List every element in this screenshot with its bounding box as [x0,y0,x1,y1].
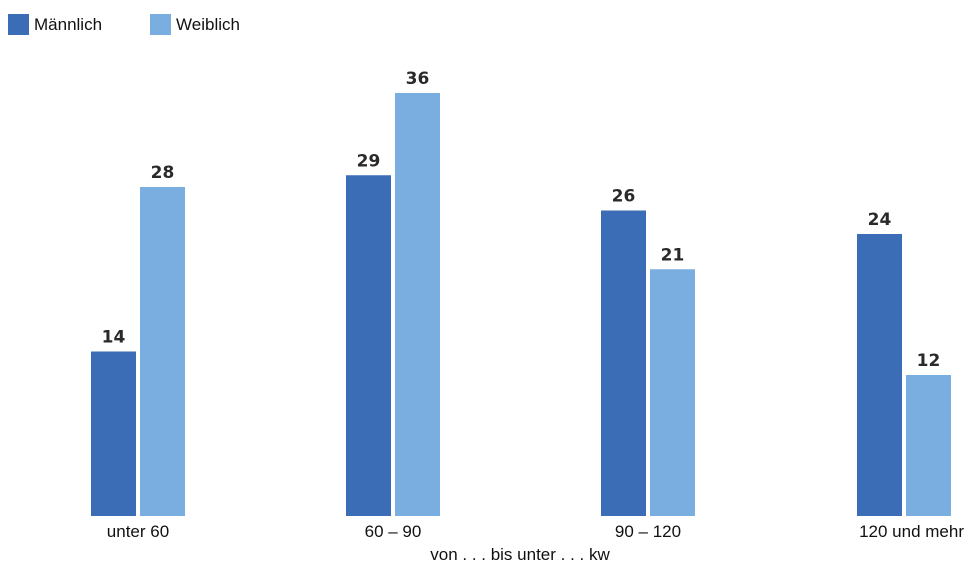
value-labels-group: 14 28 29 36 26 21 24 12 [102,69,941,371]
bar-weiblich-1 [395,93,440,516]
bars-group [91,93,951,516]
category-label-1: 60 – 90 [365,522,422,541]
legend-label-weiblich: Weiblich [176,15,240,34]
bar-maennlich-1 [346,175,391,516]
legend-swatch-maennlich [8,14,29,35]
x-axis-title: von . . . bis unter . . . kw [430,545,610,564]
value-label-maennlich-0: 14 [102,328,126,348]
category-label-3: 120 und mehr [859,522,964,541]
value-label-weiblich-3: 12 [917,351,941,371]
legend-label-maennlich: Männlich [34,15,103,34]
bar-weiblich-3 [906,375,951,516]
category-labels-group: unter 60 60 – 90 90 – 120 120 und mehr [107,522,965,541]
value-label-maennlich-3: 24 [868,210,892,230]
bar-weiblich-0 [140,187,185,516]
value-label-maennlich-2: 26 [612,187,636,207]
legend-item-maennlich: Männlich [8,14,102,35]
value-label-weiblich-1: 36 [406,69,430,89]
category-label-2: 90 – 120 [615,522,681,541]
legend-item-weiblich: Weiblich [150,14,240,35]
value-label-weiblich-2: 21 [661,245,685,265]
bar-weiblich-2 [650,269,695,516]
bar-maennlich-0 [91,351,136,516]
bar-maennlich-2 [601,210,646,516]
value-label-maennlich-1: 29 [357,151,381,171]
legend: Männlich Weiblich [8,14,288,35]
bar-maennlich-3 [857,234,902,516]
value-label-weiblich-0: 28 [151,163,175,183]
category-label-0: unter 60 [107,522,169,541]
legend-swatch-weiblich [150,14,172,35]
